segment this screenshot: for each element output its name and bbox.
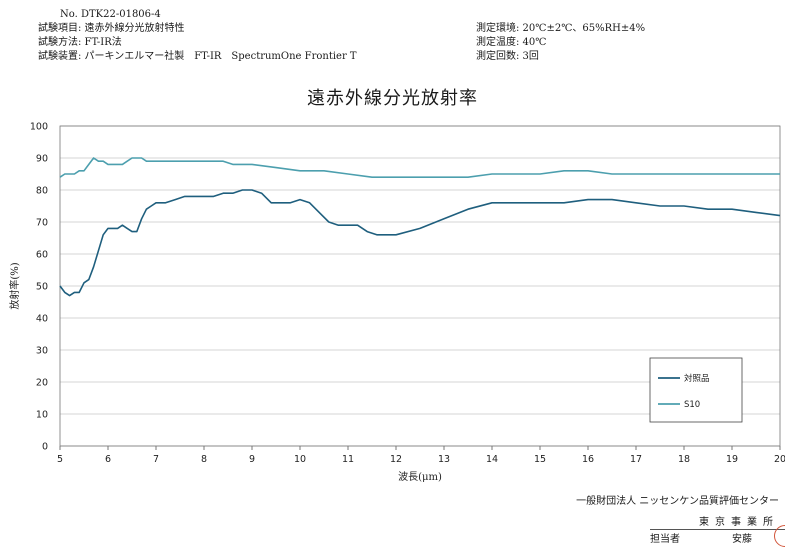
y-tick-label: 20 — [36, 378, 48, 389]
y-axis-label: 放射率(%) — [8, 262, 21, 309]
legend: 対照品 S10 — [649, 357, 743, 423]
y-tick-label: 100 — [30, 122, 48, 133]
y-tick-label: 60 — [36, 250, 48, 261]
y-tick-label: 80 — [36, 186, 48, 197]
test-info-left: No. DTK22-01806-4 試験項目: 遠赤外線分光放射特性 試験方法:… — [38, 8, 357, 64]
x-tick-label: 20 — [774, 454, 785, 465]
staff-label: 担当者 — [650, 534, 680, 545]
series-lines — [59, 157, 781, 297]
test-method: 試験方法: FT-IR法 — [38, 37, 122, 48]
y-tick-label: 40 — [36, 314, 48, 325]
y-tick-labels: 0 10 20 30 40 50 60 70 80 90 100 — [30, 122, 48, 453]
series-line-s10 — [59, 157, 780, 178]
test-apparatus: 試験装置: パーキンエルマー社製 FT-IR SpectrumOne Front… — [38, 51, 357, 62]
x-tick-labels: 5 6 7 8 9 10 11 12 13 14 15 16 17 18 19 20 — [57, 454, 785, 465]
x-tick-label: 15 — [534, 454, 546, 465]
series-line-control — [59, 189, 781, 297]
x-tick-label: 17 — [630, 454, 642, 465]
emissivity-chart: 0 10 20 30 40 50 60 70 80 90 100 5 6 7 8 9 10 11 12 13 14 15… — [8, 122, 785, 484]
x-axis-label: 波長(μm) — [398, 470, 442, 483]
y-tick-label: 90 — [36, 154, 48, 165]
y-tick-label: 30 — [36, 346, 48, 357]
y-tick-label: 70 — [36, 218, 48, 229]
x-tick-label: 19 — [726, 454, 738, 465]
office-name: 東京事業所 — [699, 517, 779, 528]
measurement-temperature: 測定温度: 40℃ — [476, 37, 547, 48]
x-tick-label: 8 — [201, 454, 207, 465]
chart-title: 遠赤外線分光放射率 — [307, 88, 478, 109]
test-info-right: 測定環境: 20℃±2℃、65%RH±4% 測定温度: 40℃ 測定回数: 3回 — [476, 22, 645, 64]
x-tick-label: 7 — [153, 454, 159, 465]
legend-box — [649, 357, 743, 423]
y-tick-label: 50 — [36, 282, 48, 293]
grid — [59, 125, 781, 450]
x-tick-label: 16 — [582, 454, 594, 465]
staff-name: 安藤 — [732, 534, 752, 545]
x-tick-label: 10 — [294, 454, 306, 465]
x-tick-label: 12 — [390, 454, 402, 465]
testing-organization: 一般財団法人 ニッセンケン品質評価センター — [576, 496, 779, 507]
y-tick-label: 10 — [36, 410, 48, 421]
x-tick-label: 13 — [438, 454, 450, 465]
x-tick-label: 6 — [105, 454, 111, 465]
x-tick-label: 14 — [486, 454, 498, 465]
measurement-count: 測定回数: 3回 — [476, 51, 539, 62]
y-tick-label: 0 — [42, 442, 48, 453]
document-number: No. DTK22-01806-4 — [60, 9, 161, 20]
measurement-environment: 測定環境: 20℃±2℃、65%RH±4% — [476, 23, 646, 34]
staff-signature-line: 担当者 安藤 — [650, 529, 785, 545]
x-tick-label: 5 — [57, 454, 63, 465]
x-tick-label: 11 — [342, 454, 354, 465]
x-tick-label: 9 — [249, 454, 255, 465]
legend-label-s10: S10 — [684, 400, 700, 410]
legend-label-control: 対照品 — [684, 373, 710, 384]
x-tick-label: 18 — [678, 454, 690, 465]
test-item: 試験項目: 遠赤外線分光放射特性 — [38, 23, 185, 34]
